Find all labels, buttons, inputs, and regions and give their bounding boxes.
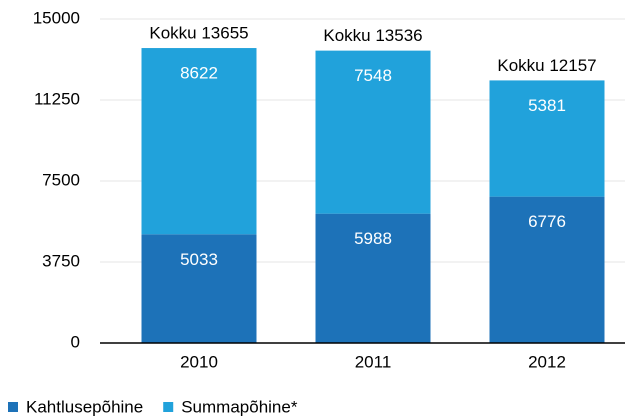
y-tick-label: 3750 xyxy=(42,251,80,270)
value-label: 5033 xyxy=(180,250,218,269)
y-tick-label: 11250 xyxy=(34,89,80,108)
total-label: Kokku 13655 xyxy=(149,24,248,43)
value-label: 5381 xyxy=(528,96,566,115)
legend-label: Kahtlusepõhine xyxy=(26,397,143,416)
bar-segment xyxy=(141,234,257,343)
x-tick-label: 2010 xyxy=(180,352,218,371)
bar-segment xyxy=(315,50,431,214)
legend-swatch xyxy=(163,402,174,412)
value-label: 6776 xyxy=(528,212,566,231)
legend-swatch xyxy=(8,402,18,412)
value-label: 7548 xyxy=(354,66,392,85)
y-tick-label: 15000 xyxy=(33,8,80,27)
y-tick-label: 0 xyxy=(71,332,80,351)
x-tick-label: 2012 xyxy=(528,352,566,371)
total-label: Kokku 12157 xyxy=(497,56,596,75)
bar-segment xyxy=(489,196,605,343)
value-label: 8622 xyxy=(180,64,218,83)
bar-segment xyxy=(141,48,257,235)
total-label: Kokku 13536 xyxy=(323,26,422,45)
value-label: 5988 xyxy=(354,229,392,248)
bar-segment xyxy=(489,80,605,197)
y-tick-label: 7500 xyxy=(42,170,80,189)
bar-segment xyxy=(315,213,431,343)
legend-label: Summapõhine* xyxy=(181,397,298,416)
x-tick-label: 2011 xyxy=(355,352,392,371)
